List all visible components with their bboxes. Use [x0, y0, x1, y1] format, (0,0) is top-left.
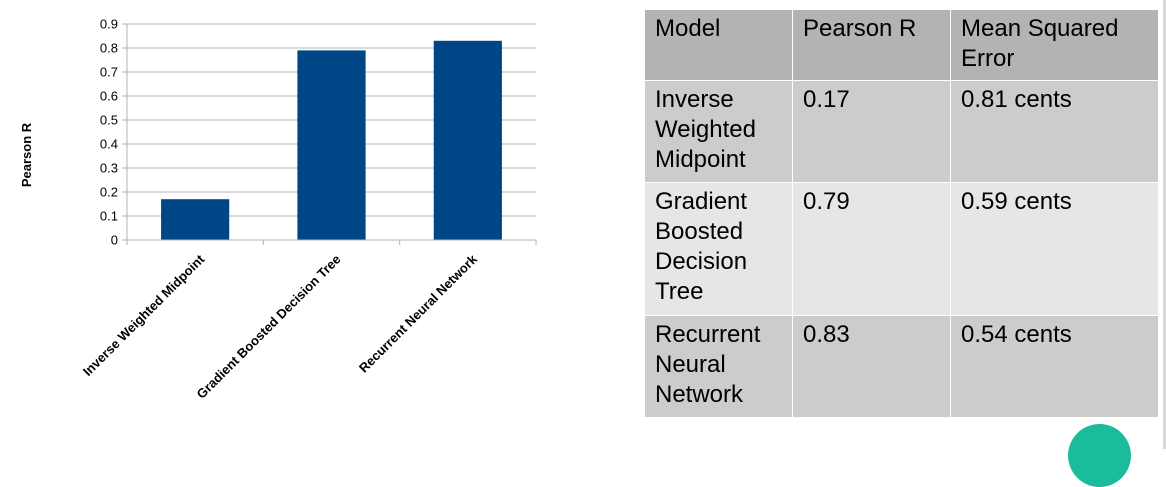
y-tick-label: 0 [111, 233, 118, 248]
bar-chart: Pearson R 0 0.1 0.2 0.3 0.4 0.5 0.6 0.7 0.8 0.9 I… [19, 17, 537, 402]
y-tick-label: 0.7 [100, 65, 118, 80]
y-tick-label: 0.8 [100, 41, 118, 56]
cell-pearson-r: 0.79 [792, 182, 951, 316]
cell-pearson-r: 0.17 [792, 80, 951, 183]
y-tick-label: 0.9 [100, 17, 118, 32]
right-edge-divider [1163, 0, 1166, 449]
cell-model: Gradient Boosted Decision Tree [644, 182, 793, 316]
x-tick-label: Inverse Weighted Midpoint [80, 251, 208, 379]
bar [297, 50, 366, 241]
y-axis-ticks: 0 0.1 0.2 0.3 0.4 0.5 0.6 0.7 0.8 0.9 [100, 17, 127, 248]
cell-pearson-r: 0.83 [792, 315, 951, 418]
bar [161, 199, 230, 240]
y-tick-label: 0.2 [100, 185, 118, 200]
table-header-row: Model Pearson R Mean Squared Error [644, 9, 1159, 81]
bars [161, 40, 502, 241]
cell-mse: 0.59 cents [950, 182, 1159, 316]
teal-circle-decoration [1068, 424, 1131, 487]
table-row: Gradient Boosted Decision Tree 0.79 0.59… [644, 182, 1159, 316]
table-row: Inverse Weighted Midpoint 0.17 0.81 cent… [644, 80, 1159, 183]
bar [433, 40, 502, 240]
x-tick-label: Gradient Boosted Decision Tree [194, 252, 344, 402]
y-axis-label: Pearson R [19, 122, 34, 187]
y-tick-label: 0.3 [100, 161, 118, 176]
table-row: Recurrent Neural Network 0.83 0.54 cents [644, 315, 1159, 418]
cell-mse: 0.54 cents [950, 315, 1159, 418]
y-tick-label: 0.6 [100, 89, 118, 104]
y-tick-label: 0.4 [100, 137, 118, 152]
header-pearson-r: Pearson R [792, 9, 951, 81]
header-model: Model [644, 9, 793, 81]
cell-model: Recurrent Neural Network [644, 315, 793, 418]
header-mse: Mean Squared Error [950, 9, 1159, 81]
cell-model: Inverse Weighted Midpoint [644, 80, 793, 183]
x-tick-label: Recurrent Neural Network [356, 251, 481, 376]
y-tick-label: 0.1 [100, 209, 118, 224]
results-table: Model Pearson R Mean Squared Error Inver… [644, 9, 1159, 418]
y-tick-label: 0.5 [100, 113, 118, 128]
axes [126, 24, 537, 245]
cell-mse: 0.81 cents [950, 80, 1159, 183]
